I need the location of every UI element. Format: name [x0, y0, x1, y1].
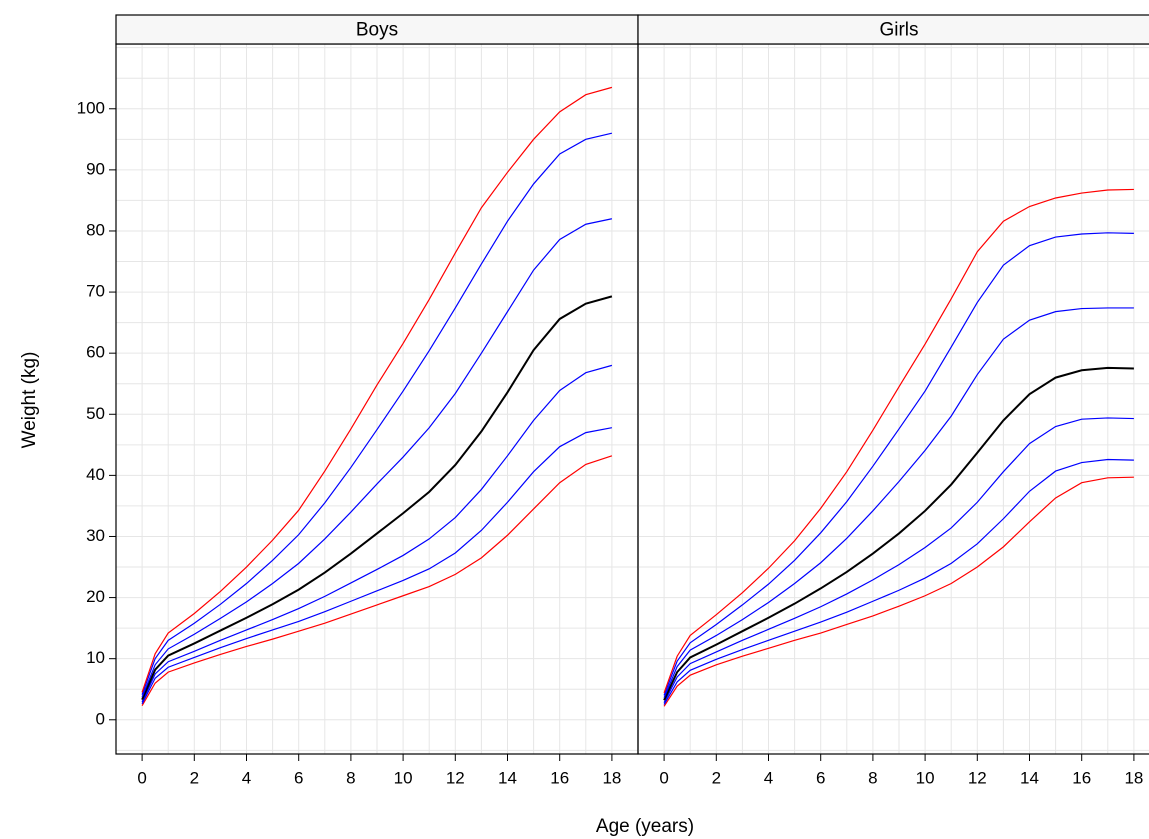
growth-curve [141, 455, 613, 707]
y-tick-label: 60 [86, 343, 105, 362]
x-tick-label: 8 [868, 768, 877, 787]
x-tick-label: 12 [968, 768, 987, 787]
x-tick-label: 10 [916, 768, 935, 787]
x-tick-label: 18 [602, 768, 621, 787]
x-tick-label: 14 [498, 768, 517, 787]
strip-title: Girls [879, 20, 918, 41]
x-tick-label: 4 [764, 768, 773, 787]
y-tick-label: 0 [96, 709, 105, 728]
growth-curve [141, 295, 613, 701]
x-tick-label: 0 [659, 768, 668, 787]
x-tick-label: 6 [816, 768, 825, 787]
growth-curve [663, 232, 1134, 696]
x-tick-label: 16 [550, 768, 569, 787]
growth-curve [141, 218, 613, 698]
y-tick-label: 10 [86, 648, 105, 667]
growth-curve [663, 188, 1134, 694]
growth-curve [663, 366, 1134, 701]
growth-curve [663, 417, 1134, 703]
x-axis-label: Age (years) [596, 816, 694, 837]
growth-curve [663, 476, 1134, 707]
growth-curve [141, 427, 613, 705]
strip-title: Boys [356, 20, 398, 41]
y-tick-label: 80 [86, 220, 105, 239]
x-tick-label: 18 [1124, 768, 1143, 787]
strip [115, 14, 639, 45]
y-tick-label: 30 [86, 526, 105, 545]
x-tick-label: 2 [712, 768, 721, 787]
panel [116, 44, 638, 754]
growth-curve [141, 132, 613, 695]
y-tick-label: 20 [86, 587, 105, 606]
panel [638, 44, 1149, 754]
x-tick-label: 6 [294, 768, 303, 787]
x-tick-label: 16 [1072, 768, 1091, 787]
strip [637, 14, 1149, 45]
growth-curve [663, 458, 1134, 705]
x-tick-label: 8 [346, 768, 355, 787]
growth-curve [141, 364, 613, 703]
y-tick-label: 40 [86, 465, 105, 484]
x-tick-label: 2 [190, 768, 199, 787]
growth-curve [141, 86, 613, 693]
y-tick-label: 90 [86, 159, 105, 178]
x-tick-label: 10 [394, 768, 413, 787]
x-tick-label: 0 [137, 768, 146, 787]
x-tick-label: 12 [446, 768, 465, 787]
y-tick-label: 50 [86, 404, 105, 423]
x-tick-label: 14 [1020, 768, 1039, 787]
y-tick-label: 100 [77, 98, 105, 117]
panel-border [637, 43, 1149, 755]
y-tick-label: 70 [86, 282, 105, 301]
growth-curve [663, 307, 1134, 699]
x-tick-label: 4 [242, 768, 251, 787]
y-axis-label: Weight (kg) [19, 352, 40, 449]
